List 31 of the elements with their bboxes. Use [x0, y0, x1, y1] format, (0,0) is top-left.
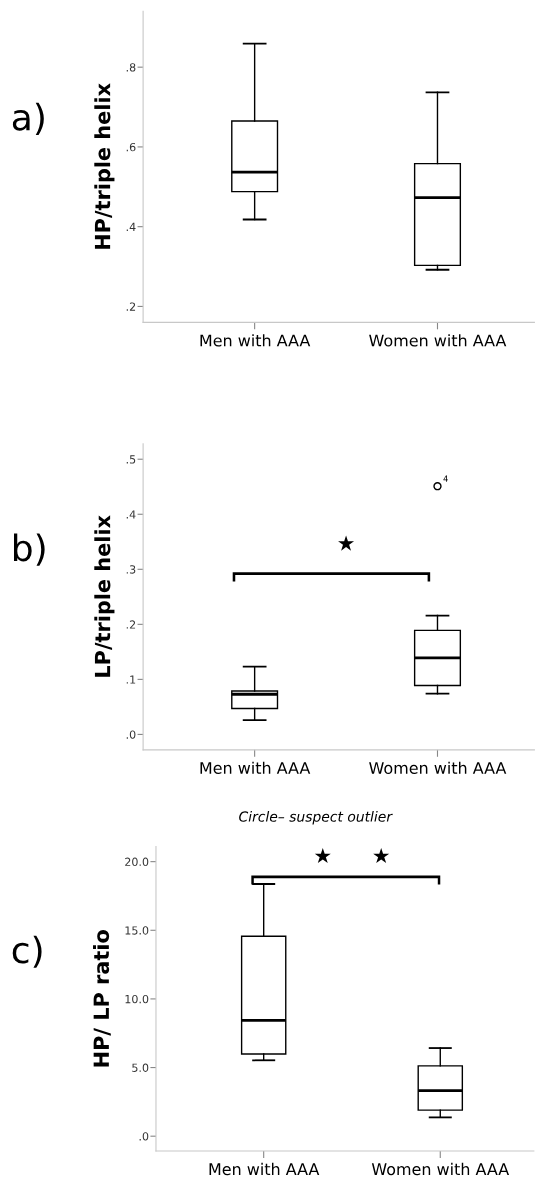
y-tick-label: .5	[126, 455, 136, 464]
y-tick-label: 15.0	[125, 926, 149, 935]
x-tick-label: Men with AAA	[200, 334, 311, 347]
x-tick-label: Men with AAA	[200, 761, 311, 774]
annotation: 4	[443, 475, 448, 482]
y-tick-label: 5.0	[132, 1063, 149, 1072]
x-tick-label: Women with AAA	[369, 761, 507, 774]
x-tick-label: Men with AAA	[209, 1162, 320, 1176]
text: Circle– suspect outlier	[239, 811, 393, 825]
y-tick-label: .0	[139, 1132, 149, 1141]
text: a)	[12, 102, 44, 135]
y-tick-label: .4	[126, 222, 136, 231]
y-axis-title: HP/triple helix	[94, 83, 115, 249]
y-axis-title: LP/triple helix	[94, 515, 115, 677]
y-tick-label: 20.0	[125, 857, 149, 867]
y-tick-label: .1	[126, 675, 136, 684]
y-tick-label: .6	[126, 142, 136, 152]
y-tick-label: .0	[126, 730, 136, 739]
x-tick-label: Women with AAA	[371, 1162, 510, 1176]
y-tick-label: .2	[126, 620, 136, 629]
text: b)	[14, 533, 45, 566]
annotation: ★ ★	[314, 847, 390, 864]
y-tick-label: .4	[126, 510, 136, 519]
y-axis-title: HP/ LP ratio	[93, 930, 111, 1067]
y-tick-label: 10.0	[125, 994, 149, 1004]
y-tick-label: .8	[126, 63, 136, 72]
annotation: ★	[338, 535, 355, 551]
x-tick-label: Women with AAA	[369, 334, 507, 347]
y-tick-label: .2	[126, 302, 136, 311]
text: c)	[12, 935, 42, 968]
y-tick-label: .3	[126, 565, 136, 574]
